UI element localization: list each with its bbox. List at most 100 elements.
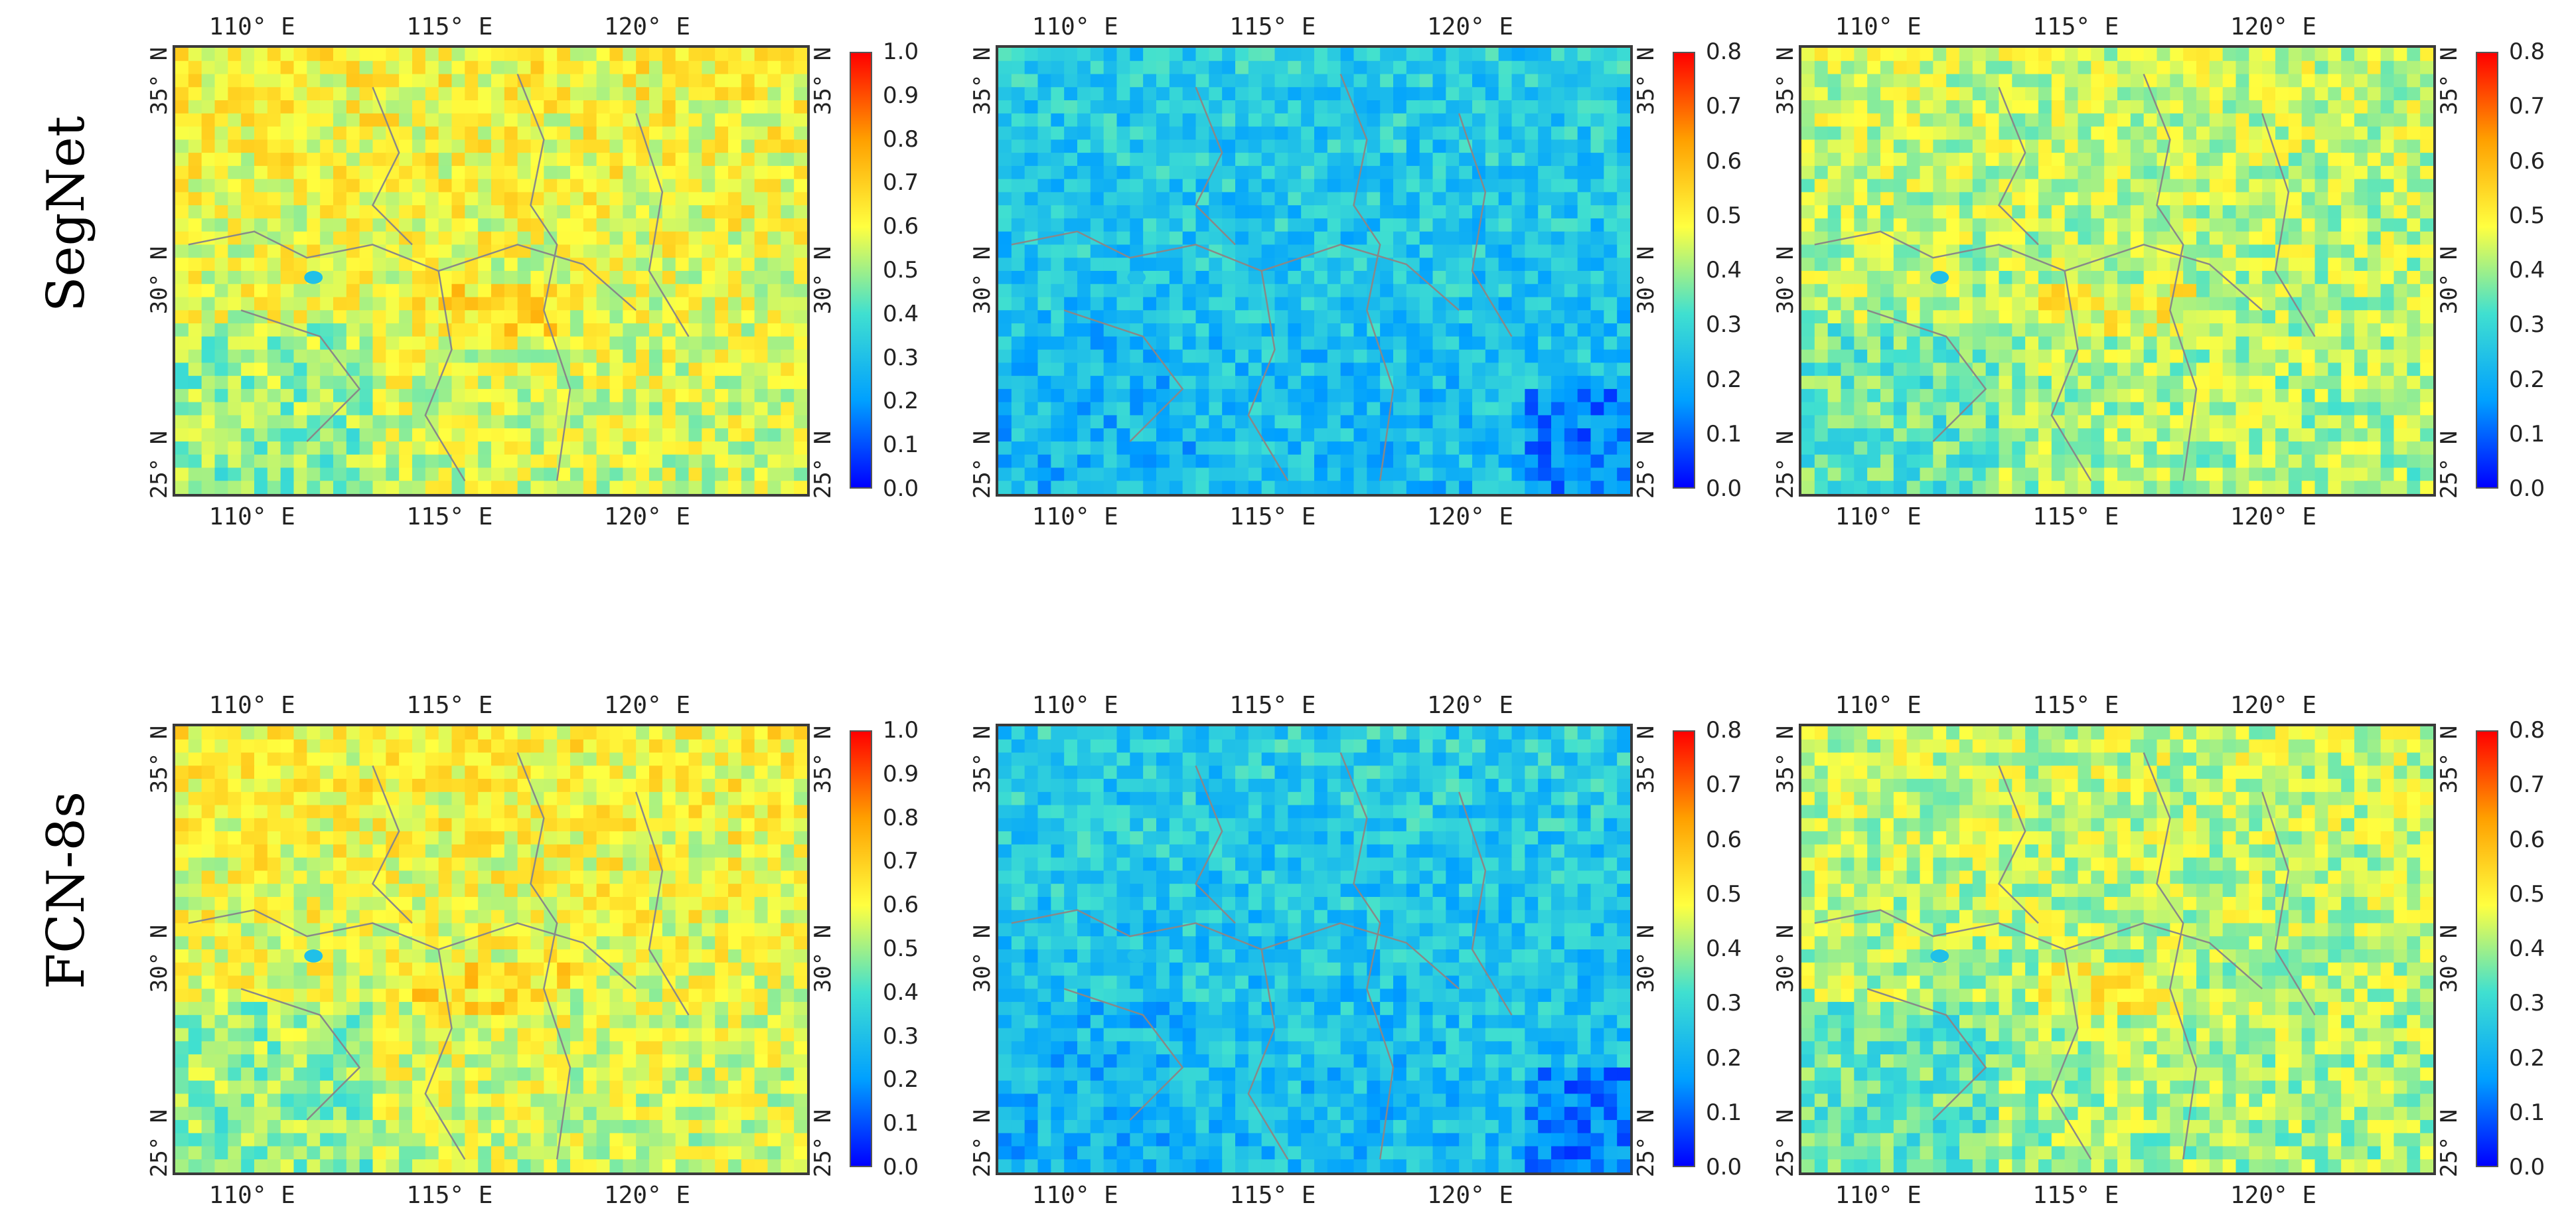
lat-tick-left: 30° N xyxy=(1772,919,1799,999)
colorbar xyxy=(1673,730,1695,1167)
colorbar xyxy=(2476,52,2498,489)
lat-tick-right: 35° N xyxy=(1633,720,1659,799)
lat-tick-left: 25° N xyxy=(146,1103,173,1183)
lat-tick-right: 25° N xyxy=(810,1103,836,1183)
colorbar-tick-label: 0.7 xyxy=(2509,93,2545,120)
lat-tick-left: 30° N xyxy=(969,919,996,999)
lat-tick-right: 25° N xyxy=(1633,425,1659,505)
lon-tick-top: 115° E xyxy=(406,13,492,40)
lat-tick-left: 30° N xyxy=(146,240,173,320)
colorbar-tick-label: 0.2 xyxy=(1706,1045,1742,1072)
lon-tick-bottom: 110° E xyxy=(209,503,295,530)
lat-tick-right: 25° N xyxy=(810,425,836,505)
lat-tick-right: 30° N xyxy=(810,240,836,320)
lat-tick-left: 30° N xyxy=(1772,240,1799,320)
lat-tick-right: 30° N xyxy=(2436,240,2462,320)
colorbar-tick-label: 0.3 xyxy=(883,1023,919,1050)
colorbar-tick-label: 0.2 xyxy=(883,388,919,414)
row-label-1: FCN-8s xyxy=(37,830,96,989)
lat-tick-right: 35° N xyxy=(2436,41,2462,121)
colorbar xyxy=(850,730,872,1167)
lat-tick-left: 35° N xyxy=(146,720,173,799)
lon-tick-bottom: 110° E xyxy=(209,1182,295,1209)
row-label-0: SegNet xyxy=(37,153,96,312)
lon-tick-top: 110° E xyxy=(1032,13,1118,40)
lon-tick-bottom: 115° E xyxy=(1229,503,1316,530)
colorbar-tick-label: 0.2 xyxy=(2509,1045,2545,1072)
lon-tick-bottom: 120° E xyxy=(604,503,690,530)
colorbar-tick-label: 0.1 xyxy=(2509,421,2545,447)
lat-tick-right: 30° N xyxy=(810,919,836,999)
lat-tick-left: 25° N xyxy=(969,425,996,505)
colorbar-tick-label: 0.5 xyxy=(2509,202,2545,229)
heatmap-field xyxy=(175,48,807,494)
lon-tick-top: 115° E xyxy=(406,692,492,719)
lon-tick-top: 115° E xyxy=(2032,13,2119,40)
colorbar-tick-label: 0.8 xyxy=(2509,717,2545,744)
colorbar-tick-label: 0.8 xyxy=(883,805,919,831)
colorbar-tick-label: 0.9 xyxy=(883,761,919,787)
colorbar-tick-label: 0.3 xyxy=(2509,311,2545,338)
map-panel-0 xyxy=(173,45,810,497)
lon-tick-top: 115° E xyxy=(1229,692,1316,719)
colorbar-tick-label: 1.0 xyxy=(883,717,919,744)
colorbar-tick-label: 0.5 xyxy=(1706,202,1742,229)
colorbar-tick-label: 0.9 xyxy=(883,82,919,109)
lat-tick-right: 25° N xyxy=(2436,425,2462,505)
colorbar-tick-label: 0.8 xyxy=(1706,717,1742,744)
colorbar xyxy=(2476,730,2498,1167)
lat-tick-left: 35° N xyxy=(969,41,996,121)
colorbar-tick-label: 0.8 xyxy=(2509,39,2545,65)
heatmap-field xyxy=(1801,726,2433,1172)
colorbar-tick-label: 0.0 xyxy=(883,475,919,502)
colorbar xyxy=(850,52,872,489)
colorbar-tick-label: 0.4 xyxy=(883,301,919,327)
lon-tick-bottom: 120° E xyxy=(2230,503,2316,530)
colorbar-tick-label: 0.6 xyxy=(2509,827,2545,853)
map-panel-3 xyxy=(173,724,810,1175)
colorbar-tick-label: 1.0 xyxy=(883,39,919,65)
colorbar xyxy=(1673,52,1695,489)
lat-tick-left: 25° N xyxy=(1772,1103,1799,1183)
lon-tick-bottom: 115° E xyxy=(2032,1182,2119,1209)
heatmap-field xyxy=(998,48,1630,494)
lon-tick-top: 110° E xyxy=(209,692,295,719)
lon-tick-bottom: 115° E xyxy=(406,503,492,530)
colorbar-tick-label: 0.8 xyxy=(1706,39,1742,65)
lon-tick-top: 120° E xyxy=(1427,692,1513,719)
lon-tick-bottom: 110° E xyxy=(1835,1182,1922,1209)
lon-tick-bottom: 115° E xyxy=(2032,503,2119,530)
lon-tick-bottom: 120° E xyxy=(2230,1182,2316,1209)
lon-tick-top: 115° E xyxy=(1229,13,1316,40)
lat-tick-left: 30° N xyxy=(969,240,996,320)
colorbar-tick-label: 0.5 xyxy=(883,257,919,283)
lon-tick-top: 110° E xyxy=(1835,692,1922,719)
lon-tick-top: 120° E xyxy=(1427,13,1513,40)
colorbar-tick-label: 0.0 xyxy=(1706,475,1742,502)
heatmap-field xyxy=(998,726,1630,1172)
colorbar-tick-label: 0.3 xyxy=(2509,990,2545,1016)
colorbar-tick-label: 0.7 xyxy=(883,169,919,196)
map-panel-2 xyxy=(1799,45,2436,497)
lat-tick-right: 30° N xyxy=(1633,919,1659,999)
map-panel-1 xyxy=(996,45,1633,497)
colorbar-tick-label: 0.4 xyxy=(1706,257,1742,283)
colorbar-tick-label: 0.7 xyxy=(1706,93,1742,120)
colorbar-tick-label: 0.0 xyxy=(2509,475,2545,502)
lon-tick-bottom: 120° E xyxy=(1427,1182,1513,1209)
lon-tick-top: 115° E xyxy=(2032,692,2119,719)
colorbar-tick-label: 0.5 xyxy=(2509,881,2545,908)
lon-tick-top: 110° E xyxy=(209,13,295,40)
colorbar-tick-label: 0.1 xyxy=(1706,1099,1742,1126)
colorbar-tick-label: 0.2 xyxy=(2509,366,2545,393)
lon-tick-top: 120° E xyxy=(604,692,690,719)
colorbar-tick-label: 0.6 xyxy=(883,213,919,240)
colorbar-tick-label: 0.3 xyxy=(883,345,919,371)
colorbar-tick-label: 0.1 xyxy=(2509,1099,2545,1126)
colorbar-tick-label: 0.1 xyxy=(883,1110,919,1137)
lat-tick-right: 35° N xyxy=(810,41,836,121)
lon-tick-bottom: 115° E xyxy=(406,1182,492,1209)
colorbar-tick-label: 0.7 xyxy=(1706,771,1742,798)
lon-tick-top: 120° E xyxy=(2230,13,2316,40)
colorbar-tick-label: 0.5 xyxy=(1706,881,1742,908)
